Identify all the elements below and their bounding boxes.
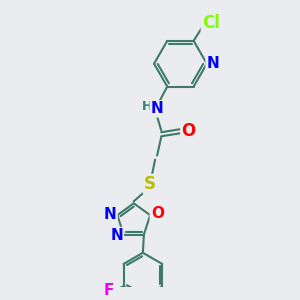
Text: N: N (110, 228, 123, 243)
Text: H: H (142, 100, 152, 113)
Text: N: N (207, 56, 219, 71)
Text: S: S (144, 175, 156, 193)
Text: N: N (151, 101, 164, 116)
Text: Cl: Cl (202, 14, 220, 32)
Text: F: F (103, 283, 113, 298)
Text: O: O (151, 206, 164, 221)
Text: N: N (104, 207, 117, 222)
Text: O: O (182, 122, 196, 140)
